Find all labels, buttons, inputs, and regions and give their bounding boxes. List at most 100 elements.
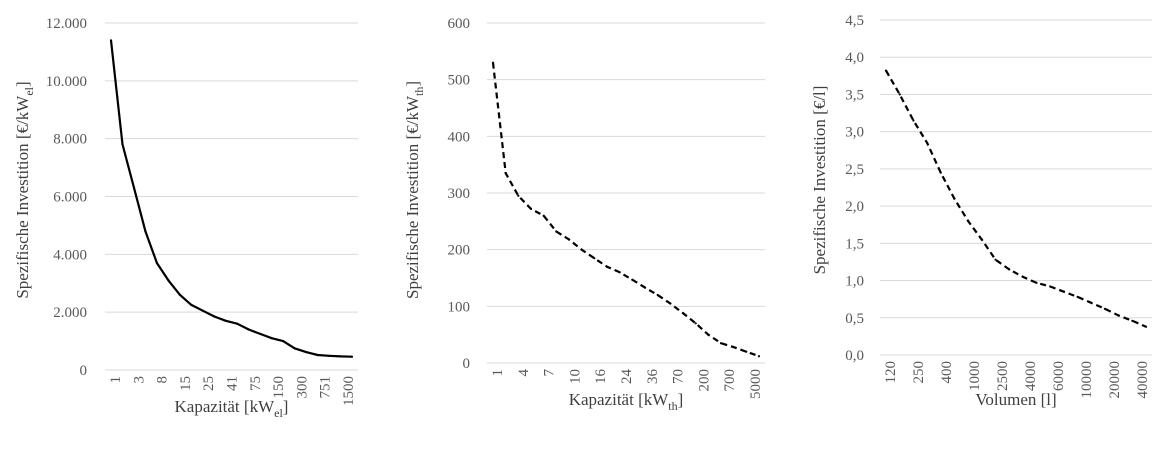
data-point [178, 293, 181, 296]
data-point [555, 230, 558, 233]
x-tick-label: 40000 [1135, 361, 1151, 399]
data-point [953, 197, 956, 200]
y-tick-label: 600 [448, 16, 471, 32]
x-tick-label: 24 [619, 369, 635, 385]
data-point [282, 340, 285, 343]
data-point [1076, 295, 1079, 298]
y-tick-label: 2,0 [845, 199, 864, 215]
data-point [247, 328, 250, 331]
x-tick-label: 1 [490, 369, 506, 377]
x-tick-label: 10000 [1079, 361, 1095, 399]
data-point [1090, 301, 1093, 304]
data-point [293, 347, 296, 350]
data-point [1021, 275, 1024, 278]
data-point [236, 322, 239, 325]
y-tick-label: 6.000 [53, 190, 87, 206]
data-point [719, 342, 723, 345]
y-axis-title: Spezifische Investition [€/l] [810, 86, 829, 275]
data-point [980, 238, 983, 241]
data-point [201, 309, 204, 312]
chart-panel-electric-capacity: 0 2.000 4.000 6.000 8.000 10.000 12.000 1 3 8 15 25… [13, 16, 358, 420]
x-tick-label: 4000 [1023, 361, 1039, 391]
data-point [259, 332, 262, 335]
y-tick-label: 12.000 [46, 16, 87, 32]
data-point [327, 354, 331, 357]
x-tick-label: 75 [248, 376, 264, 391]
data-point [593, 257, 596, 260]
data-point [155, 261, 158, 265]
data-point [350, 355, 354, 358]
y-tick-label: 0,5 [845, 311, 864, 327]
y-tick-label: 2.000 [53, 305, 87, 321]
x-tick-label: 300 [294, 376, 310, 399]
x-tick-label: 25 [201, 376, 217, 391]
data-line [491, 62, 760, 358]
data-point [1035, 281, 1038, 284]
x-tick-label: 8 [155, 376, 171, 384]
data-point [213, 315, 216, 318]
data-point [1131, 319, 1134, 322]
y-tick-label: 4,0 [845, 50, 864, 66]
data-point [339, 355, 342, 358]
x-tick-label: 250 [911, 361, 927, 384]
data-point [1144, 325, 1148, 328]
x-tick-label: 70 [671, 369, 687, 384]
y-tick-label: 400 [448, 129, 471, 145]
y-tick-label: 1,5 [845, 236, 864, 252]
data-point [1062, 290, 1065, 293]
data-point [669, 302, 672, 305]
data-point [656, 293, 659, 297]
data-point [109, 39, 113, 42]
data-point [167, 279, 170, 282]
data-point [121, 143, 124, 146]
x-axis-title: Volumen [l] [975, 390, 1056, 409]
data-point [567, 238, 571, 241]
chart-panel-volume: 0,0 0,5 1,0 1,5 2,0 2,5 3,0 3,5 4,0 4,5 120 250 400 1… [810, 13, 1152, 409]
data-point [517, 194, 520, 197]
y-tick-label: 3,5 [845, 87, 864, 103]
y-tick-label: 1,0 [845, 274, 864, 290]
chart-panel-thermal-capacity: 0 100 200 300 400 500 600 1 4 7 10 16 24 36 70 200 700 50… [403, 16, 765, 413]
x-axis-title: Kapazität [kWth] [569, 390, 684, 413]
x-tick-label: 10 [567, 369, 583, 384]
x-tick-label: 5000 [748, 369, 764, 399]
x-tick-label: 7 [542, 369, 558, 377]
y-tick-label: 3,0 [845, 125, 864, 141]
x-tick-label: 3 [131, 376, 147, 384]
data-point [757, 355, 761, 358]
data-point [132, 186, 136, 189]
data-point [732, 346, 735, 349]
data-point [618, 271, 621, 274]
x-tick-label: 1000 [967, 361, 983, 391]
y-tick-label: 8.000 [53, 132, 87, 148]
data-point [898, 93, 901, 96]
data-point [1103, 307, 1106, 310]
x-tick-label: 6000 [1051, 361, 1067, 391]
x-tick-label: 4 [516, 369, 532, 377]
x-tick-label: 1500 [341, 376, 357, 406]
x-tick-label: 200 [696, 369, 712, 392]
data-point [305, 351, 308, 354]
data-point [967, 219, 970, 223]
x-tick-label: 400 [939, 361, 955, 384]
data-point [144, 230, 147, 233]
x-tick-label: 2500 [995, 361, 1011, 391]
y-tick-label: 2,5 [845, 162, 864, 178]
data-point [542, 214, 545, 217]
x-tick-label: 20000 [1107, 361, 1123, 399]
data-point [643, 286, 647, 289]
data-point [745, 350, 748, 353]
data-point [939, 171, 942, 174]
x-tick-label: 751 [318, 376, 334, 399]
data-point [631, 278, 634, 281]
data-point [605, 265, 609, 268]
y-tick-label: 4.000 [53, 247, 87, 263]
data-point [504, 172, 507, 175]
data-point [912, 119, 915, 122]
data-point [681, 312, 685, 315]
x-tick-label: 700 [722, 369, 738, 392]
y-tick-label: 4,5 [845, 13, 864, 29]
data-point [224, 319, 227, 322]
data-point [1117, 314, 1120, 317]
